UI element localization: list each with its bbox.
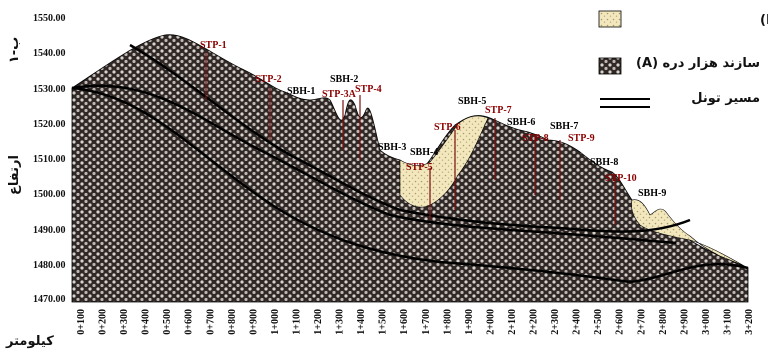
legend: سازند کهریزک (Bn) سازند هزار دره (A) مسی… xyxy=(598,10,768,108)
x-tick-label: 0+100 xyxy=(76,309,87,335)
stp-label: STP-4 xyxy=(355,84,382,95)
stp-label: STP-2 xyxy=(255,74,282,85)
x-tick-label: 2+900 xyxy=(679,309,690,335)
legend-bn-swatch xyxy=(598,10,622,28)
x-tick-label: 0+800 xyxy=(227,309,238,335)
y-tick-label: 1540.00 xyxy=(33,48,66,59)
x-axis: 0+100 0+200 0+300 0+400 0+500 0+600 0+700 0+800… xyxy=(76,309,755,335)
stp-label: STP-3A xyxy=(322,89,357,100)
legend-bn-label: سازند کهریزک (Bn) xyxy=(760,13,768,28)
x-tick-label: 1+300 xyxy=(335,309,346,335)
stp-label: STP-1 xyxy=(200,40,227,51)
x-tick-label: 1+800 xyxy=(442,309,453,335)
x-tick-label: 0+900 xyxy=(248,309,259,335)
sbh-label: SBH-4 xyxy=(410,147,438,158)
x-tick-label: 2+100 xyxy=(507,309,518,335)
y-tick-label: 1520.00 xyxy=(33,119,66,130)
x-tick-label: 3+000 xyxy=(701,309,712,335)
x-tick-label: 1+400 xyxy=(356,309,367,335)
tunnel-route-line-1 xyxy=(71,84,677,245)
stp-label: STP-9 xyxy=(568,133,595,144)
x-tick-label: 2+600 xyxy=(615,309,626,335)
sbh-label: SBH-8 xyxy=(590,157,618,168)
x-tick-label: 1+700 xyxy=(421,309,432,335)
x-tick-label: 3+100 xyxy=(723,309,734,335)
sbh-label: SBH-1 xyxy=(287,86,315,97)
y-axis: 1550.00 1540.00 1530.00 1520.00 1510.00 … xyxy=(33,13,66,305)
borehole-lines xyxy=(205,52,616,225)
x-tick-label: 2+300 xyxy=(550,309,561,335)
x-tick-label: 2+800 xyxy=(658,309,669,335)
x-tick-label: 1+000 xyxy=(270,309,281,335)
x-tick-label: 2+500 xyxy=(593,309,604,335)
sbh-label: SBH-9 xyxy=(638,188,666,199)
legend-tunnel-label: مسیر تونل xyxy=(691,91,760,106)
y-tick-label: 1500.00 xyxy=(33,189,66,200)
legend-a-label: سازند هزار دره (A) xyxy=(636,56,760,71)
tunnel-route-line-2 xyxy=(129,43,691,233)
section-label: ب-١ xyxy=(7,37,22,63)
stp-label: STP-10 xyxy=(605,173,637,184)
y-tick-label: 1490.00 xyxy=(33,225,66,236)
stp-label: STP-5 xyxy=(406,162,433,173)
x-tick-label: 1+600 xyxy=(399,309,410,335)
stp-label: STP-7 xyxy=(485,105,512,116)
x-tick-label: 1+100 xyxy=(292,309,303,335)
x-tick-label: 2+000 xyxy=(485,309,496,335)
sbh-label: SBH-7 xyxy=(550,121,578,132)
legend-a-swatch xyxy=(598,57,622,75)
x-tick-label: 0+300 xyxy=(119,309,130,335)
y-tick-label: 1480.00 xyxy=(33,260,66,271)
x-tick-label: 2+400 xyxy=(572,309,583,335)
stp-label: STP-8 xyxy=(522,133,549,144)
x-tick-label: 0+400 xyxy=(141,309,152,335)
sbh-labels: SBH-1 SBH-2 SBH-3 SBH-4 SBH-5 SBH-6 SBH-… xyxy=(287,74,666,199)
sbh-label: SBH-3 xyxy=(378,142,406,153)
x-tick-label: 2+200 xyxy=(529,309,540,335)
sbh-label: SBH-5 xyxy=(458,96,486,107)
tunnel-route-line-3 xyxy=(71,86,749,284)
x-tick-label: 2+700 xyxy=(636,309,647,335)
x-axis-title: کیلومتر xyxy=(5,334,54,349)
x-tick-label: 0+600 xyxy=(184,309,195,335)
sbh-label: SBH-6 xyxy=(507,117,535,128)
x-tick-label: 1+500 xyxy=(378,309,389,335)
y-tick-label: 1550.00 xyxy=(33,13,66,24)
y-tick-label: 1530.00 xyxy=(33,84,66,95)
x-tick-label: 1+200 xyxy=(313,309,324,335)
x-tick-label: 3+200 xyxy=(744,309,755,335)
x-tick-label: 1+900 xyxy=(464,309,475,335)
y-tick-label: 1470.00 xyxy=(33,294,66,305)
y-axis-title: ارتفاع xyxy=(7,155,22,195)
x-tick-label: 0+200 xyxy=(98,309,109,335)
x-tick-label: 0+500 xyxy=(162,309,173,335)
stp-labels: STP-1 STP-2 STP-3A STP-4 STP-5 STP-6 STP… xyxy=(200,40,637,184)
y-tick-label: 1510.00 xyxy=(33,154,66,165)
sbh-label: SBH-2 xyxy=(330,74,358,85)
x-tick-label: 0+700 xyxy=(205,309,216,335)
stp-label: STP-6 xyxy=(434,122,461,133)
